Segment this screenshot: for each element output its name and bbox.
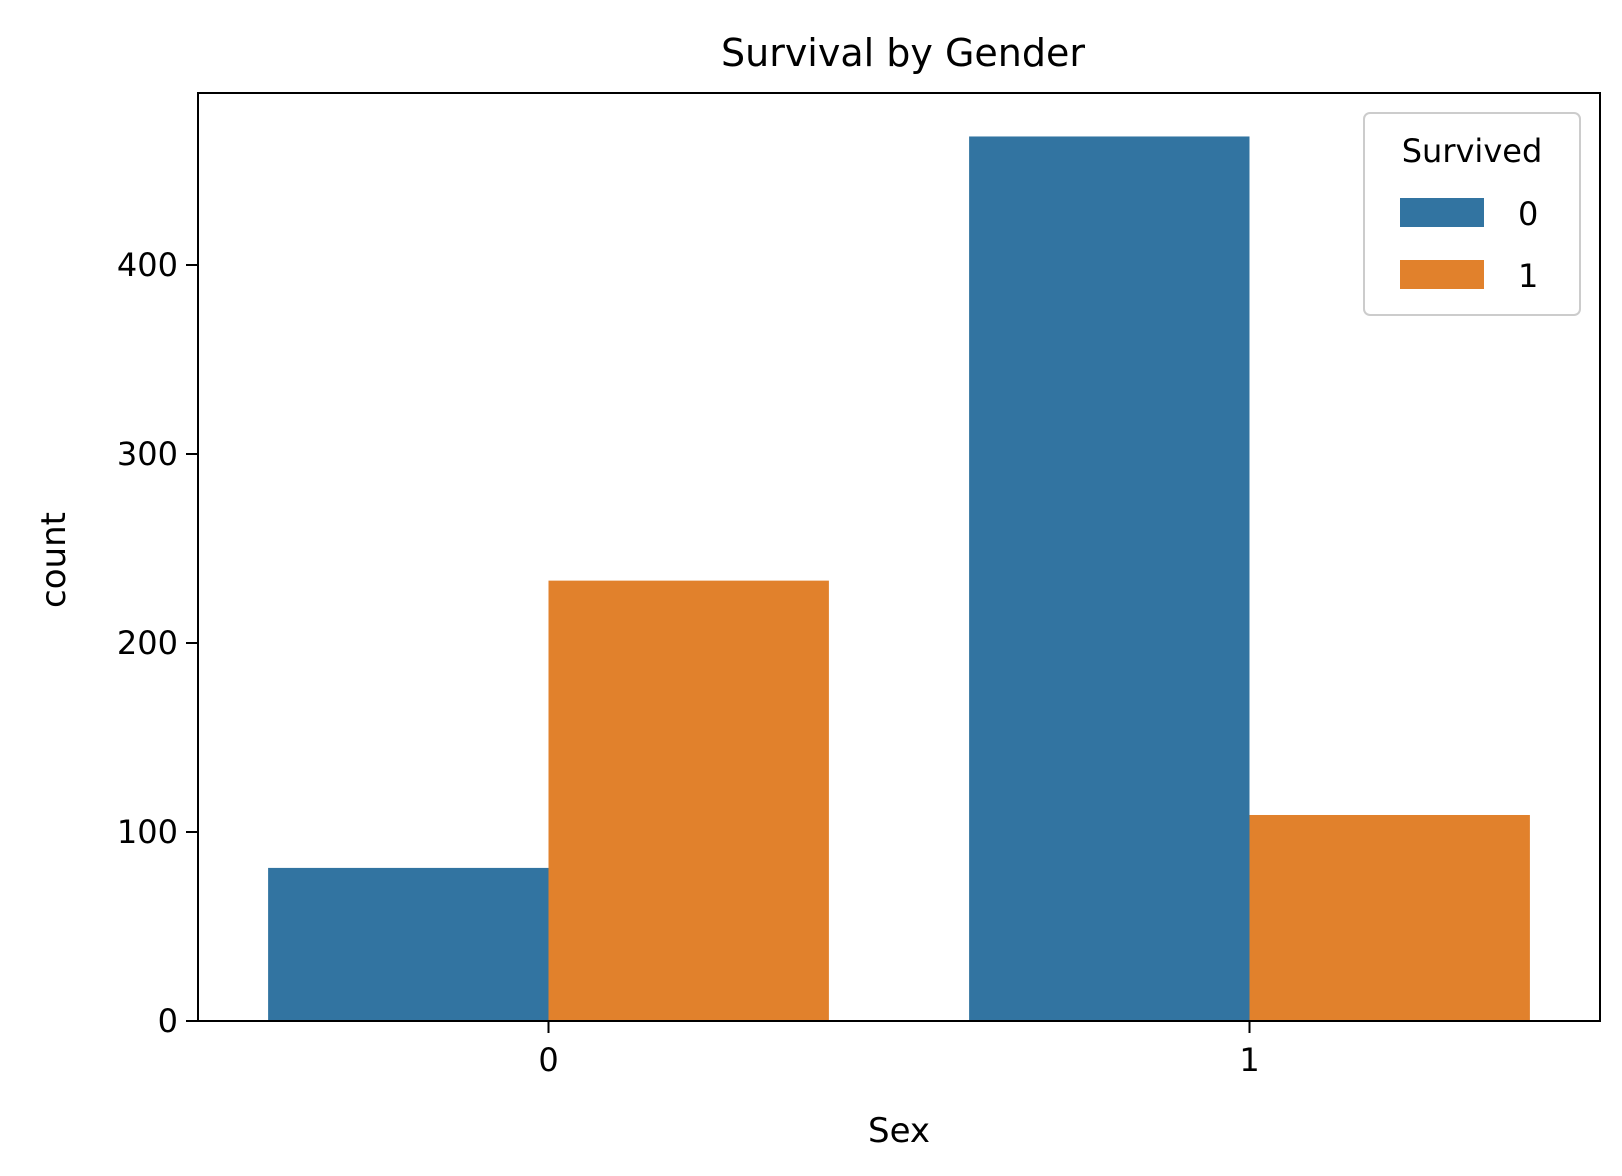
y-tick-label-0: 0 (158, 1002, 178, 1040)
plot-frame (197, 92, 1601, 1022)
y-tick-label-2: 200 (117, 624, 178, 662)
x-axis-label: Sex (868, 1111, 930, 1151)
legend-swatch-1 (1400, 260, 1484, 289)
y-tick-label-4: 400 (117, 246, 178, 284)
x-tick-label-0: 0 (538, 1041, 558, 1079)
bar-series-0-category-1 (969, 136, 1250, 1022)
legend-title: Survived (1402, 132, 1543, 170)
y-axis-label: count (34, 512, 74, 608)
bar-series-1-category-0 (548, 580, 829, 1021)
legend: Survived 0 1 (1363, 112, 1581, 316)
legend-label-0: 0 (1518, 195, 1538, 233)
y-tick-label-1: 100 (117, 813, 178, 851)
bars-group (268, 136, 1530, 1022)
bar-series-1-category-1 (1249, 814, 1530, 1021)
y-tick-label-3: 300 (117, 435, 178, 473)
y-axis: 0 100 200 300 400 (117, 246, 198, 1040)
x-tick-label-1: 1 (1239, 1041, 1259, 1079)
bar-series-0-category-0 (268, 867, 549, 1021)
legend-label-1: 1 (1518, 257, 1538, 295)
legend-swatch-0 (1400, 198, 1484, 227)
chart-title: Survival by Gender (721, 31, 1085, 75)
